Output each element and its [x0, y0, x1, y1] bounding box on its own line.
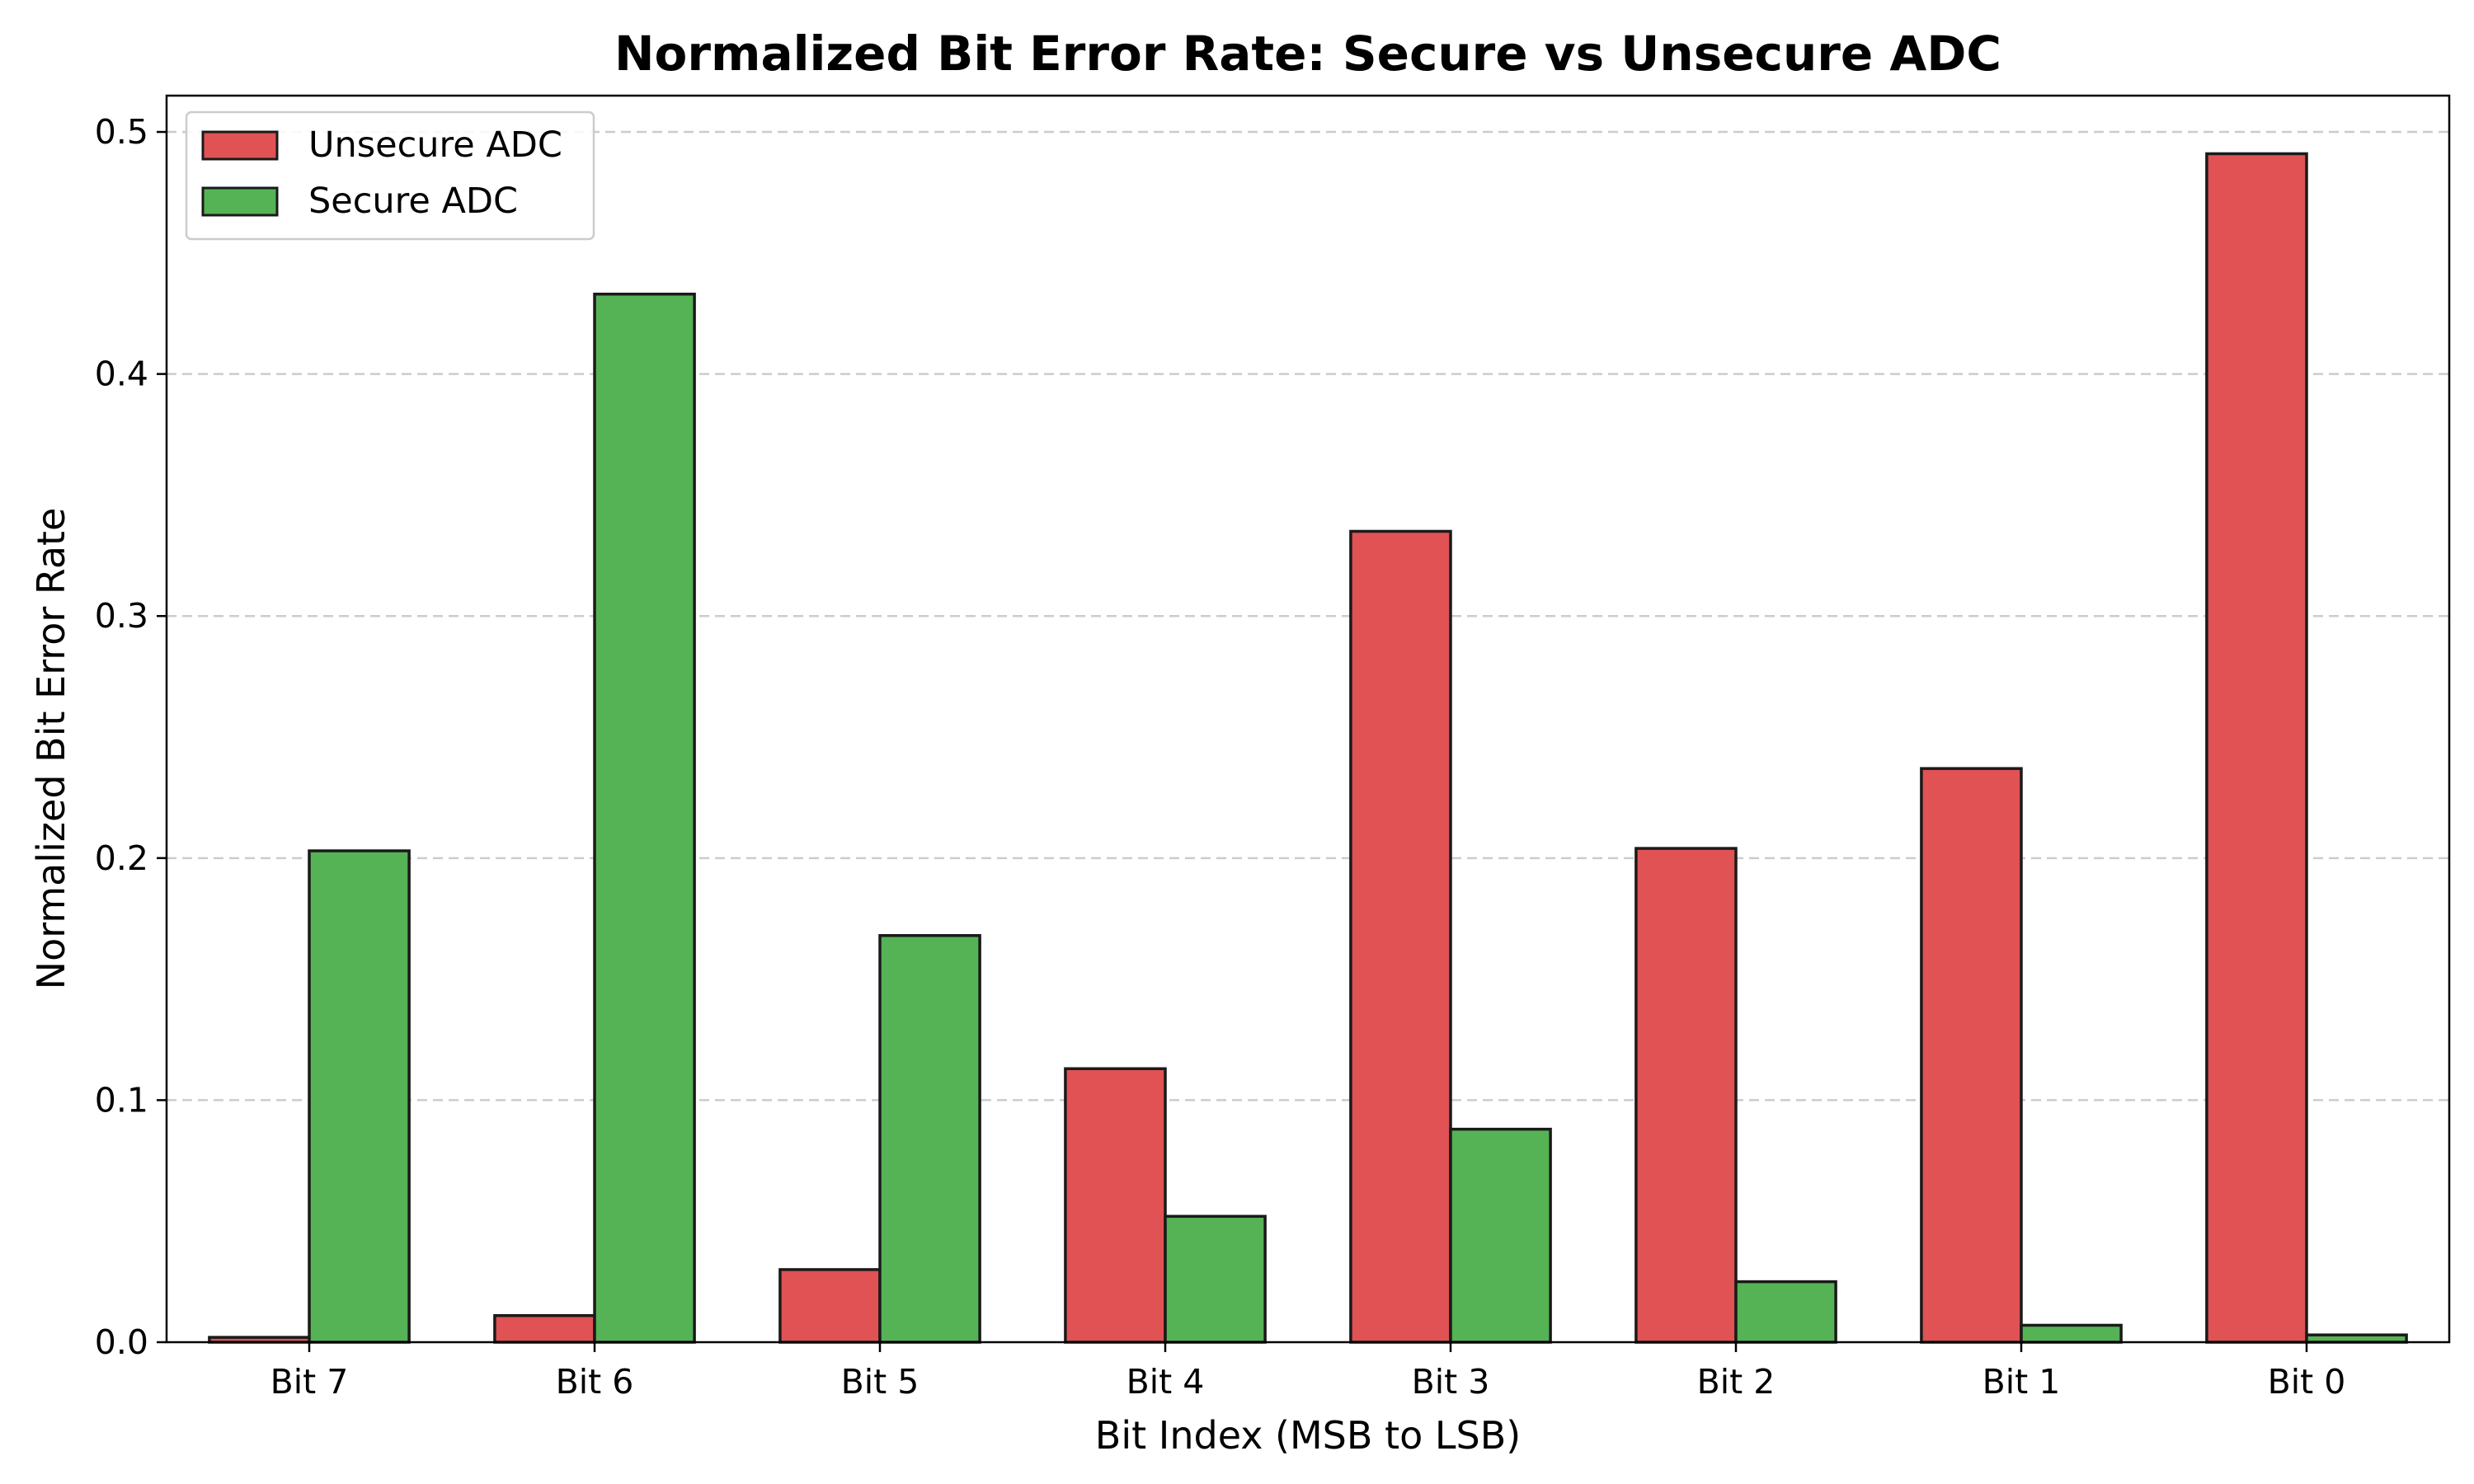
plot-frame — [165, 94, 2451, 1344]
x-tick-label: Bit 1 — [1982, 1362, 2061, 1402]
y-axis-label: Normalized Bit Error Rate — [29, 508, 73, 990]
x-tick-label: Bit 3 — [1412, 1362, 1490, 1402]
bar-unsecure-bit-2 — [1634, 847, 1738, 1344]
grid-lines — [167, 130, 2449, 1101]
legend-swatch-unsecure — [201, 130, 279, 161]
x-tick-label: Bit 0 — [2268, 1362, 2346, 1402]
y-tick-label: 0.5 — [95, 112, 148, 152]
bar-secure-bit-5 — [878, 934, 981, 1344]
x-tick-label: Bit 6 — [556, 1362, 634, 1402]
x-axis-label: Bit Index (MSB to LSB) — [1095, 1413, 1521, 1458]
bar-unsecure-bit-3 — [1349, 529, 1452, 1344]
x-tick-label: Bit 7 — [270, 1362, 349, 1402]
legend-swatch-secure — [201, 186, 279, 217]
bar-secure-bit-3 — [1449, 1127, 1552, 1344]
bars — [208, 152, 2408, 1344]
bar-secure-bit-2 — [1734, 1280, 1837, 1344]
bar-secure-bit-0 — [2305, 1333, 2408, 1344]
bar-secure-bit-7 — [308, 849, 411, 1344]
y-tick-label: 0.4 — [95, 355, 148, 394]
legend-label-secure: Secure ADC — [308, 181, 518, 222]
bar-unsecure-bit-0 — [2205, 152, 2308, 1344]
chart-title: Normalized Bit Error Rate: Secure vs Uns… — [614, 26, 2001, 82]
axes — [165, 94, 2451, 1344]
bar-unsecure-bit-1 — [1920, 767, 2023, 1344]
y-tick-label: 0.1 — [95, 1080, 148, 1120]
x-tick-label: Bit 5 — [841, 1362, 920, 1402]
legend: Unsecure ADC Secure ADC — [185, 110, 595, 241]
x-tick-label: Bit 4 — [1126, 1362, 1205, 1402]
legend-label-unsecure: Unsecure ADC — [308, 124, 562, 166]
bar-secure-bit-4 — [1164, 1214, 1267, 1344]
legend-box — [185, 110, 595, 241]
ticks: 0.0 0.1 0.2 0.3 0.4 0.5 Bit 7 Bit 6 Bit 5 Bit 4 Bi… — [95, 112, 2346, 1402]
bar-unsecure-bit-4 — [1064, 1067, 1167, 1344]
bar-secure-bit-1 — [2020, 1323, 2123, 1344]
bar-unsecure-bit-6 — [493, 1313, 596, 1344]
bar-secure-bit-6 — [593, 292, 696, 1344]
bar-unsecure-bit-5 — [778, 1268, 882, 1344]
y-tick-label: 0.0 — [95, 1322, 148, 1362]
x-tick-label: Bit 2 — [1697, 1362, 1776, 1402]
y-tick-label: 0.3 — [95, 596, 148, 636]
y-tick-label: 0.2 — [95, 838, 148, 878]
